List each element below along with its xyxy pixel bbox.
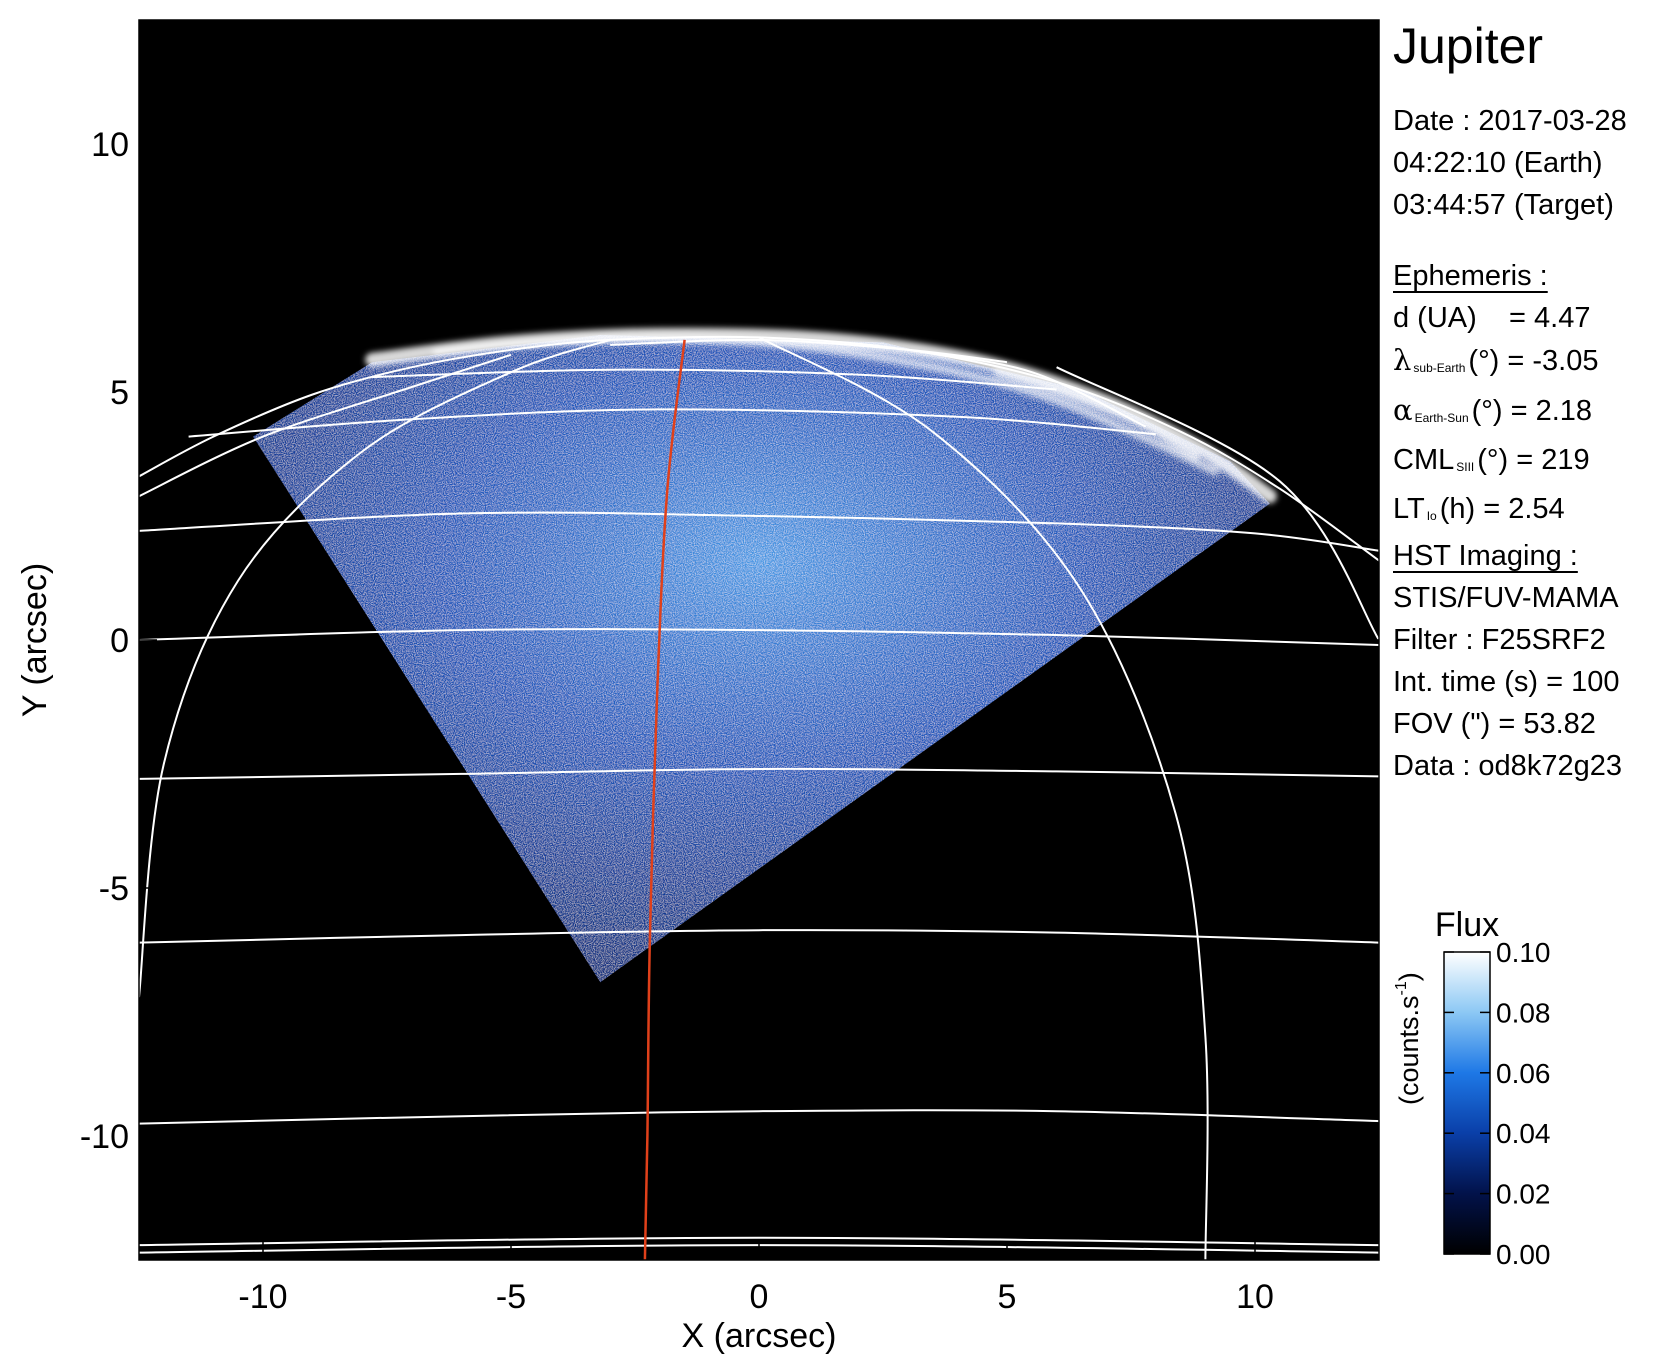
- latitude-line: [139, 628, 1379, 646]
- colorbar-tick-label: 0.06: [1496, 1058, 1551, 1089]
- observation-time-target: 03:44:57 (Target): [1393, 189, 1614, 221]
- latitude-line: [372, 368, 1057, 391]
- longitude-grid: [139, 336, 1379, 1260]
- latitude-line: [188, 408, 1156, 438]
- observed-region: [253, 335, 1270, 983]
- x-tick-label: 5: [998, 1278, 1017, 1316]
- x-tick-label: 10: [1236, 1278, 1274, 1316]
- y-tick-label: -5: [99, 870, 129, 908]
- imaging-instrument: STIS/FUV-MAMA: [1393, 582, 1619, 614]
- x-axis-label: X (arcsec): [682, 1317, 837, 1355]
- latitude-line: [139, 767, 1379, 780]
- observation-block: Date : 2017-03-28 04:22:10 (Earth) 03:44…: [1393, 100, 1627, 226]
- colorbar-ticks: 0.00 0.02 0.04 0.06 0.08 0.10: [1444, 937, 1551, 1270]
- aurora-arc: [993, 368, 1200, 461]
- ephemeris-local-time: LT Io (h) = 2.54: [1393, 493, 1565, 525]
- observation-date: Date : 2017-03-28: [1393, 105, 1627, 137]
- colorbar-unit: (counts.s-1): [1393, 972, 1424, 1105]
- aurora-emission: [365, 327, 1277, 504]
- ephemeris-sub-earth-latitude: λ sub-Earth (°) = -3.05: [1393, 343, 1599, 377]
- latitude-line: [139, 929, 1379, 944]
- x-axis: -10 -5 0 5 10: [238, 20, 1274, 1316]
- latitude-line: [610, 338, 1008, 364]
- latitude-line: [139, 1109, 1379, 1125]
- longitude-line: [758, 336, 1209, 1260]
- y-tick-label: -10: [80, 1118, 129, 1156]
- title-block: Jupiter: [1393, 14, 1543, 78]
- imaging-filter: Filter : F25SRF2: [1393, 624, 1606, 656]
- imaging-integration-time: Int. time (s) = 100: [1393, 666, 1620, 698]
- latitude-line: [139, 511, 1379, 552]
- colorbar-title: Flux: [1435, 906, 1499, 944]
- x-tick-label: -5: [496, 1278, 526, 1316]
- y-tick-label: 5: [110, 374, 129, 412]
- colorbar-tick-label: 0.02: [1496, 1179, 1551, 1210]
- planet-title: Jupiter: [1393, 18, 1544, 74]
- reference-meridian: [643, 339, 686, 1260]
- ephemeris-phase-angle: α Earth-Sun (°) = 2.18: [1393, 393, 1593, 427]
- ephemeris-distance: d (UA) = 4.47: [1393, 302, 1591, 334]
- imaging-fov: FOV (") = 53.82: [1393, 708, 1596, 740]
- colorbar-tick-label: 0.04: [1496, 1118, 1551, 1149]
- imaging-heading: HST Imaging :: [1393, 540, 1578, 572]
- longitude-line: [139, 338, 611, 998]
- longitude-line: [1056, 366, 1379, 641]
- ephemeris-cml: CML SIII (°) = 219: [1393, 444, 1590, 476]
- latitude-line: [139, 1236, 1379, 1247]
- colorbar-tick-label: 0.10: [1496, 937, 1551, 968]
- ephemeris-heading: Ephemeris :: [1393, 260, 1548, 292]
- colorbar-tick-label: 0.00: [1496, 1239, 1551, 1270]
- ephemeris-block: Ephemeris : d (UA) = 4.47 λ sub-Earth (°) …: [1393, 255, 1599, 537]
- y-tick-label: 0: [110, 622, 129, 660]
- planet-limb: [139, 335, 1379, 562]
- y-tick-label: 10: [91, 126, 129, 164]
- observation-time-earth: 04:22:10 (Earth): [1393, 147, 1603, 179]
- longitude-line: [139, 353, 512, 498]
- y-axis-label: Y (arcsec): [16, 563, 54, 717]
- aurora-arc: [432, 335, 1220, 476]
- x-tick-label: 0: [750, 1278, 769, 1316]
- x-tick-label: -10: [238, 1278, 287, 1316]
- imaging-dataset: Data : od8k72g23: [1393, 750, 1622, 782]
- colorbar-tick-label: 0.08: [1496, 997, 1551, 1028]
- imaging-block: HST Imaging : STIS/FUV-MAMA Filter : F25…: [1393, 535, 1622, 787]
- y-axis: -10 -5 0 5 10: [80, 126, 1379, 1156]
- colorbar: [1443, 951, 1491, 1255]
